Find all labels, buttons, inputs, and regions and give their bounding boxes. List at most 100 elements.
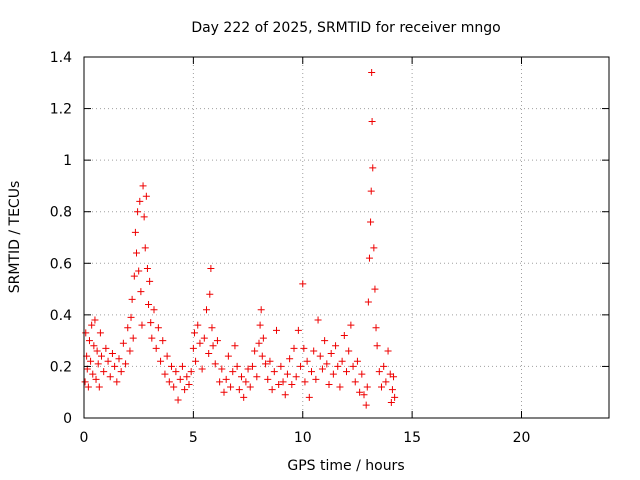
data-point (283, 370, 291, 378)
data-point (351, 378, 359, 386)
data-point (117, 368, 125, 376)
data-point (189, 344, 197, 352)
data-point (138, 321, 146, 329)
data-point (364, 298, 372, 306)
data-point (163, 352, 171, 360)
data-point (106, 373, 114, 381)
data-point (113, 378, 121, 386)
data-point (222, 375, 230, 383)
data-point (148, 334, 156, 342)
data-point (238, 373, 245, 381)
data-point (100, 368, 108, 376)
data-point (321, 337, 329, 345)
data-point (368, 68, 376, 76)
data-point (93, 347, 101, 355)
data-point (203, 306, 210, 314)
data-point (268, 386, 276, 394)
data-point (211, 360, 219, 368)
data-point (347, 321, 355, 329)
data-point (130, 272, 138, 280)
data-point (277, 362, 285, 370)
data-point (363, 383, 371, 391)
x-axis-label: GPS time / hours (287, 458, 404, 474)
data-point (205, 350, 213, 358)
data-point (190, 329, 198, 337)
y-tick-label: 0.8 (50, 205, 72, 221)
data-point (206, 290, 214, 298)
data-point (334, 362, 342, 370)
data-point (255, 339, 263, 347)
data-point (290, 344, 298, 352)
data-point (353, 357, 361, 365)
data-point (340, 331, 348, 339)
data-point (367, 218, 375, 226)
data-point (336, 383, 344, 391)
data-point (89, 370, 97, 378)
data-point (292, 373, 300, 381)
data-point (90, 342, 98, 350)
data-point (137, 288, 145, 296)
data-point (154, 324, 162, 332)
axis-ticks: 0 0.2 0.4 0.6 0.8 1 1.2 1.4 0 5 10 15 20 (50, 50, 609, 446)
data-point (115, 355, 123, 363)
data-points (81, 68, 399, 409)
data-point (141, 244, 149, 252)
data-point (356, 388, 364, 396)
data-point (312, 375, 320, 383)
data-point (367, 187, 375, 195)
data-point (323, 360, 331, 368)
data-point (242, 378, 250, 386)
data-point (140, 213, 148, 221)
x-tick-label: 20 (513, 430, 531, 446)
data-point (262, 360, 270, 368)
data-point (87, 357, 95, 365)
data-point (375, 368, 383, 376)
data-point (129, 334, 137, 342)
data-point (371, 285, 379, 293)
data-point (220, 388, 228, 396)
data-point (233, 362, 241, 370)
data-point (332, 342, 340, 350)
data-point (373, 342, 381, 350)
data-point (248, 362, 256, 370)
data-point (270, 368, 278, 376)
data-point (136, 197, 144, 205)
x-tick-label: 0 (80, 430, 89, 446)
data-point (196, 339, 204, 347)
data-point (286, 355, 294, 363)
data-point (253, 373, 261, 381)
data-point (128, 295, 136, 303)
data-point (349, 362, 357, 370)
data-point (235, 386, 243, 394)
data-point (176, 375, 184, 383)
data-point (380, 362, 388, 370)
data-point (131, 228, 139, 236)
data-point (382, 378, 390, 386)
y-tick-label: 1.2 (50, 102, 72, 118)
data-point (84, 383, 92, 391)
data-point (124, 324, 132, 332)
data-point (122, 360, 130, 368)
data-point (159, 337, 167, 345)
data-point (134, 208, 142, 216)
data-point (229, 368, 237, 376)
data-point (216, 378, 224, 386)
data-point (146, 277, 154, 285)
data-point (360, 391, 368, 399)
data-point (172, 368, 180, 376)
data-point (142, 192, 150, 200)
y-tick-label: 1.4 (50, 50, 72, 66)
data-point (244, 365, 252, 373)
data-point (338, 357, 346, 365)
grid-lines (84, 57, 609, 418)
data-point (266, 357, 274, 365)
data-point (168, 362, 175, 370)
data-point (297, 362, 305, 370)
data-point (369, 164, 377, 172)
data-point (300, 344, 308, 352)
y-tick-label: 1 (63, 153, 72, 169)
data-point (318, 365, 326, 373)
data-point (145, 301, 153, 309)
y-tick-label: 0 (63, 411, 72, 427)
data-point (92, 375, 100, 383)
